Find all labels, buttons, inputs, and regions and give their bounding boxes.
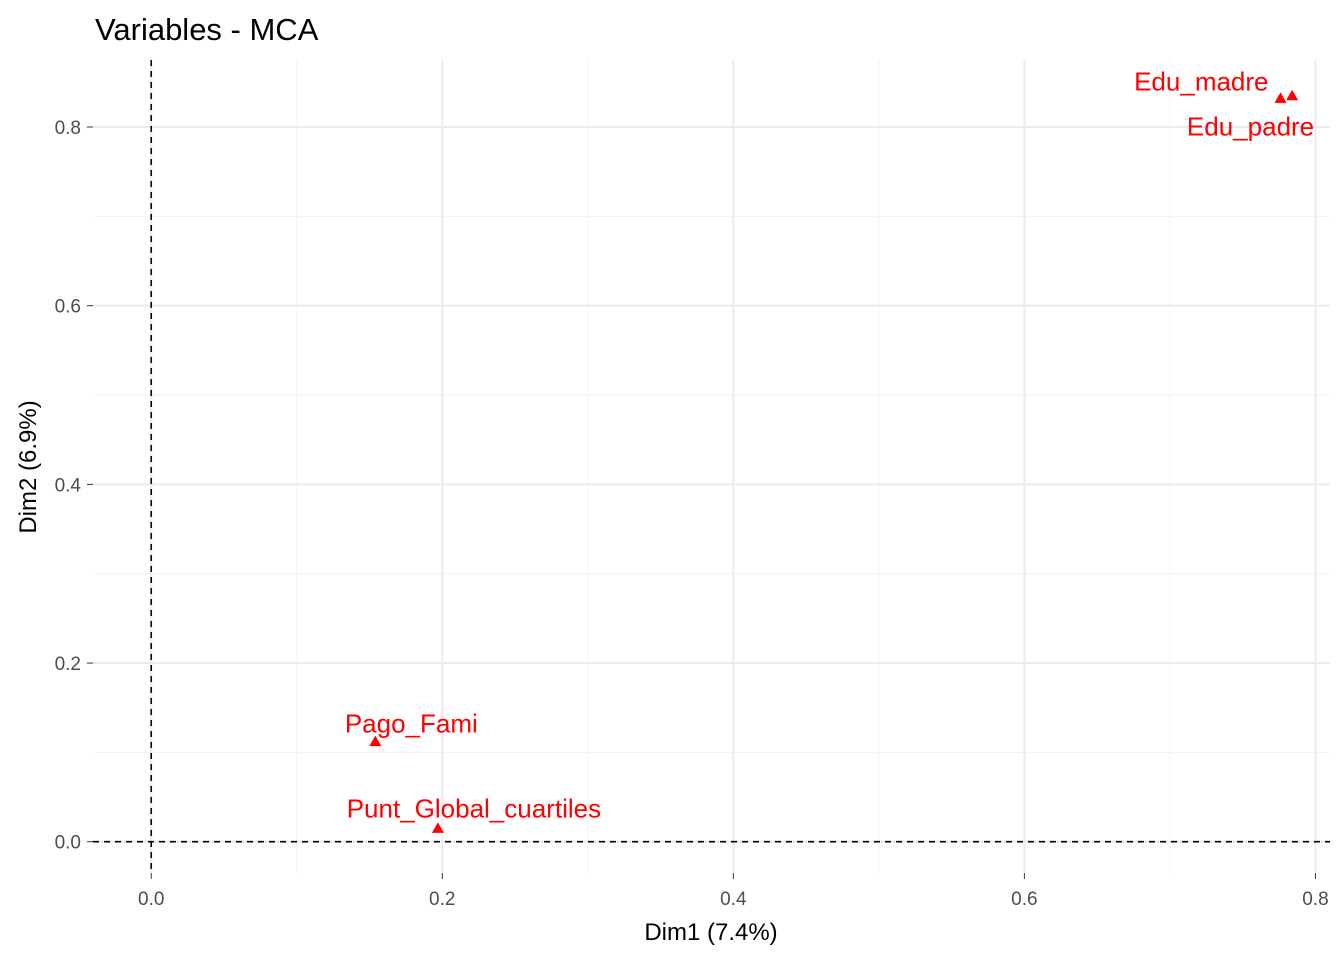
x-tick-label: 0.2 (429, 889, 455, 910)
y-tick-label: 0.2 (55, 654, 81, 675)
x-tick-label: 0.6 (1011, 889, 1037, 910)
point-marker (1286, 89, 1299, 101)
y-tick-label: 0.0 (55, 833, 81, 854)
y-axis-ticks: 0.0 0.2 0.4 0.6 0.8 (55, 118, 93, 854)
y-tick-label: 0.8 (55, 118, 81, 139)
point-label: Punt_Global_cuartiles (347, 793, 601, 823)
point-label: Pago_Fami (345, 709, 478, 739)
x-tick-label: 0.0 (138, 889, 164, 910)
y-tick-label: 0.4 (55, 475, 82, 496)
point-marker (369, 735, 382, 747)
x-tick-label: 0.4 (720, 889, 747, 910)
x-axis-ticks: 0.0 0.2 0.4 0.6 0.8 (138, 873, 1329, 910)
point-marker (1274, 92, 1287, 103)
point-label: Edu_madre (1134, 66, 1268, 96)
y-tick-label: 0.6 (55, 297, 81, 318)
x-tick-label: 0.8 (1302, 889, 1328, 910)
x-axis-title: Dim1 (7.4%) (644, 919, 777, 946)
point-marker (431, 822, 444, 833)
point-label: Edu_padre (1187, 112, 1314, 142)
data-points: Edu_madre Edu_padre Pago_Fami Punt_Global_c… (345, 66, 1314, 833)
y-axis-title: Dim2 (6.9%) (15, 400, 42, 533)
chart-title: Variables - MCA (95, 12, 319, 47)
reference-lines (93, 60, 1330, 873)
minor-gridlines (93, 60, 1330, 873)
